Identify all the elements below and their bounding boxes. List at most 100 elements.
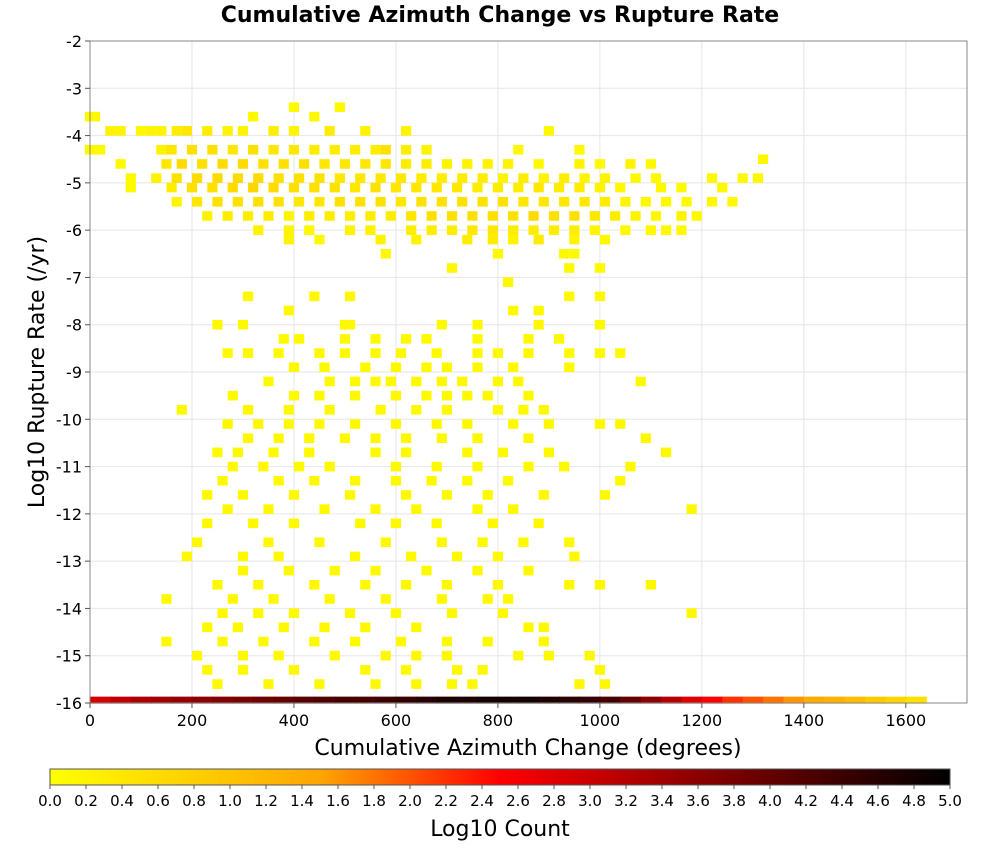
heatmap-cell [574,144,585,155]
heatmap-cell [105,126,116,136]
heatmap-cell [273,348,284,358]
heatmap-cell [436,376,447,387]
heatmap-cell [395,196,407,207]
heatmap-cell [446,608,458,618]
heatmap-cell [548,225,560,235]
heatmap-cell [309,636,320,647]
colorbar [49,768,951,786]
heatmap-cell [156,144,167,155]
heatmap-cell [508,211,519,221]
heatmap-cell [242,348,254,358]
heatmap-cell [411,679,422,689]
heatmap-cell [411,234,422,245]
heatmap-cell [268,447,279,458]
heatmap-cell [472,182,483,193]
heatmap-cell [640,696,662,704]
heatmap-cell [441,405,453,415]
y-tick-label: -16 [56,694,82,713]
heatmap-cell [207,144,218,155]
heatmap-cell [380,650,391,661]
heatmap-cell [360,579,371,590]
heatmap-cell [503,277,514,287]
heatmap-cell [492,579,504,590]
heatmap-cell [625,461,636,472]
heatmap-cell [406,225,417,235]
heatmap-cell [472,504,483,514]
heatmap-cell [523,565,534,576]
colorbar-tick-label: 2.8 [542,792,566,810]
heatmap-cell [686,608,697,618]
heatmap-cell [309,144,320,155]
heatmap-cell [237,665,249,675]
heatmap-cell [401,490,412,500]
x-tick-label: 800 [483,711,514,730]
heatmap-cell [370,144,381,155]
y-tick-label: -6 [66,221,82,240]
heatmap-cell [263,679,274,689]
heatmap-cell [212,696,234,704]
heatmap-cell [401,126,412,136]
heatmap-cell [263,376,274,387]
heatmap-cell [293,196,305,207]
heatmap-cell [314,679,325,689]
heatmap-cell [661,696,683,704]
heatmap-cell [355,518,366,529]
colorbar-tick-label: 1.4 [290,792,314,810]
x-axis-label: Cumulative Azimuth Change (degrees) [314,736,741,761]
heatmap-cell [436,196,447,207]
colorbar-tick-label: 1.6 [326,792,350,810]
heatmap-cell [237,159,249,169]
heatmap-cell [319,159,330,169]
heatmap-cell [237,565,249,576]
heatmap-cell [253,696,275,704]
heatmap-cell [411,376,422,387]
heatmap-cell [559,696,581,704]
heatmap-cell [191,173,203,183]
heatmap-cell [457,173,468,183]
heatmap-cell [441,636,453,647]
y-tick-label: -7 [66,268,82,287]
heatmap-cell [350,376,361,387]
heatmap-cell [803,696,825,704]
heatmap-cell [171,126,182,136]
heatmap-cell [462,390,473,401]
heatmap-cell [508,362,519,373]
heatmap-cell [661,225,672,235]
heatmap-cell [365,211,376,221]
heatmap-cell [467,679,478,689]
heatmap-cell [564,263,575,273]
heatmap-cell [309,579,320,590]
heatmap-cell [650,173,662,183]
heatmap-cell [242,433,254,443]
heatmap-cell [426,475,437,486]
heatmap-cell [212,173,223,183]
heatmap-cell [202,126,213,136]
heatmap-cell [676,182,687,193]
heatmap-cell [329,650,340,661]
heatmap-cell [594,182,605,193]
heatmap-cell [543,126,554,136]
heatmap-cell [176,405,187,415]
heatmap-cell [253,225,264,235]
heatmap-cell [350,419,361,429]
x-tick-label: 1600 [885,711,926,730]
heatmap-cell [324,126,335,136]
heatmap-cell [161,159,172,169]
heatmap-cell [390,461,402,472]
heatmap-cell [421,144,432,155]
colorbar-tick-label: 4.8 [902,792,926,810]
heatmap-cell [258,159,269,169]
heatmap-cell [339,433,351,443]
heatmap-cell [482,390,493,401]
heatmap-cell [202,211,213,221]
heatmap-cell [344,211,356,221]
heatmap-cell [706,173,718,183]
heatmap-cell [411,182,422,193]
heatmap-cell [401,334,412,344]
colorbar-tick-label: 5.0 [938,792,962,810]
heatmap-cell [574,159,585,169]
heatmap-cell [594,291,605,302]
heatmap-cell [487,225,498,235]
heatmap-cell [472,334,483,344]
heatmap-cell [599,490,611,500]
